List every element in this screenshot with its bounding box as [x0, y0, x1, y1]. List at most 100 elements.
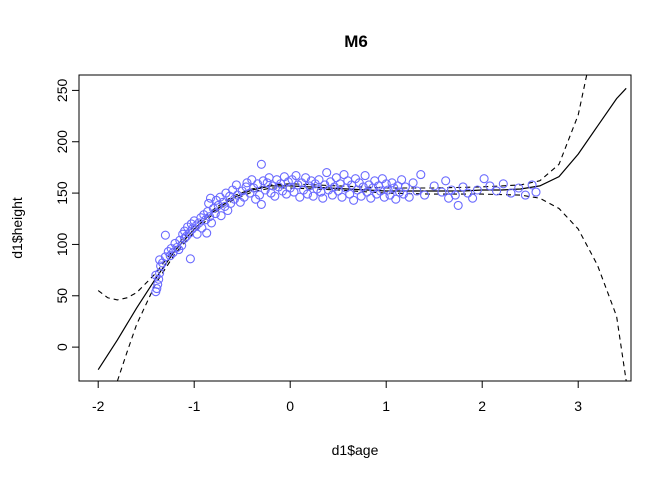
data-point	[262, 178, 272, 188]
data-point	[210, 209, 220, 219]
data-point	[498, 179, 508, 189]
data-point	[192, 229, 202, 239]
data-point	[304, 181, 314, 191]
plot-box	[78, 74, 632, 382]
data-point	[468, 193, 478, 203]
data-point	[441, 176, 451, 186]
data-point	[472, 185, 482, 195]
data-point	[160, 252, 170, 262]
data-point	[331, 173, 341, 183]
data-point	[429, 181, 439, 191]
data-point	[437, 187, 447, 197]
data-point	[213, 200, 223, 210]
data-point	[479, 174, 489, 184]
data-point	[208, 203, 218, 214]
data-point	[254, 190, 265, 200]
data-point	[379, 192, 389, 202]
data-point	[205, 212, 215, 222]
data-point	[204, 198, 214, 208]
y-tick-label: 250	[54, 79, 70, 103]
data-point	[412, 186, 422, 196]
x-tick-label: -2	[92, 398, 105, 414]
data-point	[506, 188, 516, 198]
data-point	[175, 235, 185, 245]
data-point	[408, 178, 418, 188]
x-axis-label: d1$age	[332, 442, 379, 458]
x-tick-label: -1	[188, 398, 201, 414]
data-point	[205, 193, 216, 203]
data-point	[160, 230, 170, 240]
data-point	[216, 211, 226, 221]
data-point	[157, 258, 168, 268]
data-point	[397, 175, 407, 185]
data-point	[308, 191, 318, 201]
data-point	[485, 181, 495, 191]
data-point	[356, 191, 366, 201]
data-point	[155, 268, 165, 278]
data-point	[302, 189, 313, 199]
data-point	[416, 170, 426, 180]
y-tick-label: 0	[54, 343, 70, 351]
data-point	[180, 233, 190, 243]
data-point	[163, 247, 173, 257]
data-point	[404, 192, 414, 202]
y-tick-label: 50	[54, 288, 70, 304]
data-point	[202, 228, 212, 238]
data-point	[256, 159, 266, 169]
data-point	[349, 195, 359, 205]
data-point	[301, 173, 311, 183]
data-points	[151, 159, 541, 297]
y-axis: 0 50 100 150 200 250	[54, 79, 79, 351]
data-point	[153, 279, 163, 290]
data-point	[531, 187, 541, 197]
fit-lines	[97, 75, 627, 381]
y-tick-label: 200	[54, 130, 70, 154]
data-point	[520, 190, 530, 200]
data-point	[337, 192, 347, 202]
data-point	[253, 179, 263, 189]
data-point	[400, 182, 410, 192]
y-tick-label: 100	[54, 233, 70, 257]
data-point	[527, 180, 537, 190]
chart-title: M6	[344, 32, 368, 51]
data-point	[152, 284, 162, 294]
x-tick-label: 1	[382, 398, 390, 414]
data-point	[383, 185, 393, 195]
interval-line-1	[97, 75, 588, 301]
data-point	[420, 190, 430, 200]
data-point	[514, 183, 524, 193]
data-point	[154, 274, 164, 284]
data-point	[291, 171, 301, 181]
data-point	[463, 188, 473, 198]
data-point	[181, 231, 192, 241]
fit-line	[97, 87, 627, 371]
x-tick-label: 2	[478, 398, 486, 414]
data-point	[366, 193, 376, 203]
data-point	[322, 168, 332, 178]
x-axis: -2 -1 0 1 2 3	[92, 381, 582, 414]
data-point	[196, 213, 206, 223]
data-point	[381, 179, 391, 189]
data-point	[387, 178, 397, 188]
data-point	[318, 193, 328, 203]
data-point	[295, 192, 305, 202]
data-point	[270, 191, 280, 201]
y-tick-label: 150	[54, 181, 70, 205]
data-point	[391, 194, 401, 204]
data-point	[197, 223, 207, 233]
data-point	[206, 218, 217, 228]
data-point	[155, 255, 165, 265]
data-point	[256, 199, 266, 209]
data-point	[450, 190, 460, 200]
data-point	[289, 187, 299, 197]
data-point	[360, 171, 370, 181]
x-tick-label: 0	[286, 398, 294, 414]
data-point	[165, 251, 175, 261]
data-point	[453, 200, 463, 210]
data-point	[492, 186, 502, 196]
data-point	[242, 178, 252, 188]
data-point	[314, 175, 324, 185]
data-point	[231, 180, 241, 190]
data-point	[458, 182, 468, 192]
